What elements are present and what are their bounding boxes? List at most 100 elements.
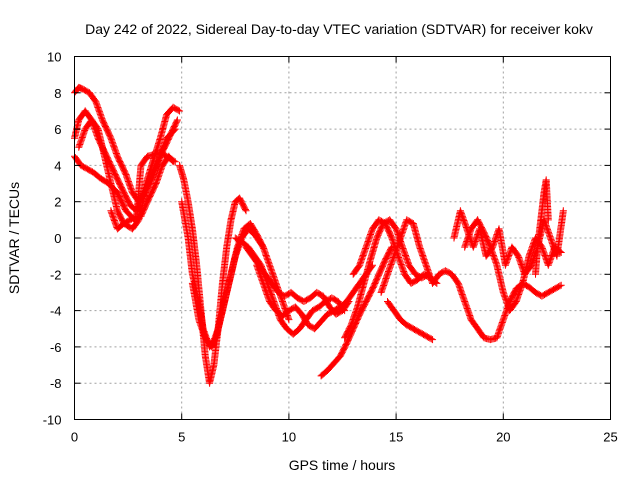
data-markers (71, 83, 567, 387)
data-point (506, 286, 519, 305)
data-point (405, 261, 419, 277)
data-point (538, 289, 551, 300)
data-point (184, 198, 196, 231)
data-point (407, 277, 420, 287)
data-point (279, 308, 292, 320)
data-point (92, 98, 106, 123)
data-point (506, 299, 519, 315)
data-point (540, 216, 554, 241)
data-point (551, 282, 564, 293)
data-point (557, 281, 565, 289)
data-point (362, 286, 376, 305)
data-point (394, 252, 408, 277)
data-point (137, 154, 151, 169)
data-point (343, 326, 357, 347)
data-point (111, 171, 127, 195)
data-point (264, 279, 277, 304)
data-point (156, 149, 169, 160)
data-point (253, 261, 267, 286)
data-point (480, 229, 494, 250)
data-point (474, 325, 487, 341)
y-tick-label: -6 (50, 340, 62, 355)
data-point (71, 117, 82, 142)
data-point (416, 328, 429, 339)
data-point (75, 127, 89, 151)
data-point (169, 103, 182, 114)
x-tick-label: 5 (178, 430, 185, 445)
data-point (360, 257, 374, 287)
data-point (107, 134, 121, 159)
data-point (113, 189, 129, 213)
data-point (467, 316, 481, 332)
data-point (375, 216, 388, 227)
data-point (429, 336, 437, 344)
grid-lines (74, 56, 611, 420)
data-point (98, 116, 114, 141)
x-tick-label: 20 (496, 430, 510, 445)
data-point (542, 176, 552, 222)
data-point (208, 326, 222, 351)
data-point (171, 158, 179, 166)
data-point (242, 243, 256, 259)
data-point (300, 295, 313, 305)
data-point (163, 126, 178, 142)
data-point (259, 243, 273, 268)
data-point (276, 316, 290, 332)
chart-title: Day 242 of 2022, Sidereal Day-to-day VTE… (85, 21, 593, 37)
data-point (409, 220, 423, 250)
x-axis-label: GPS time / hours (289, 457, 396, 473)
data-point (332, 307, 345, 318)
data-point (309, 304, 322, 315)
data-point (390, 307, 404, 322)
data-point (559, 207, 567, 215)
data-point (96, 174, 112, 187)
data-point (441, 267, 455, 278)
data-point (88, 116, 101, 132)
data-point (163, 152, 178, 165)
data-point (126, 213, 139, 224)
data-point (156, 112, 170, 142)
data-point (317, 367, 330, 380)
data-point (311, 319, 324, 333)
data-point (83, 165, 96, 176)
data-point (501, 245, 515, 269)
data-point (266, 298, 279, 313)
data-point (141, 172, 155, 197)
data-point (259, 279, 273, 304)
data-point (512, 281, 526, 305)
y-tick-label: -10 (43, 413, 62, 428)
data-point (223, 217, 235, 251)
data-point (454, 279, 468, 304)
data-point (403, 216, 416, 227)
y-tick-label: -8 (50, 376, 62, 391)
data-point (330, 353, 343, 367)
data-point (227, 199, 239, 224)
data-point (236, 194, 249, 213)
data-point (525, 283, 538, 295)
y-axis-label: SDTVAR / TECUs (6, 182, 22, 294)
data-point (349, 281, 363, 296)
data-point (101, 152, 115, 186)
data-point (122, 171, 136, 195)
x-tick-label: 15 (389, 430, 403, 445)
data-point (120, 189, 134, 208)
data-point (349, 262, 363, 278)
data-point (532, 245, 541, 278)
data-point (373, 221, 387, 242)
data-point (336, 341, 350, 360)
x-tick-label: 25 (603, 430, 617, 445)
data-point (246, 220, 260, 237)
data-point (341, 322, 354, 342)
data-point (107, 207, 121, 231)
data-point (90, 169, 103, 181)
data-point (285, 316, 293, 324)
data-point (493, 261, 507, 295)
data-point (456, 207, 470, 231)
data-point (218, 245, 231, 287)
data-point (399, 243, 412, 268)
data-point (381, 244, 395, 264)
y-tick-label: 6 (54, 122, 61, 137)
data-point (403, 321, 416, 332)
data-point (287, 288, 300, 301)
data-point (135, 190, 149, 224)
